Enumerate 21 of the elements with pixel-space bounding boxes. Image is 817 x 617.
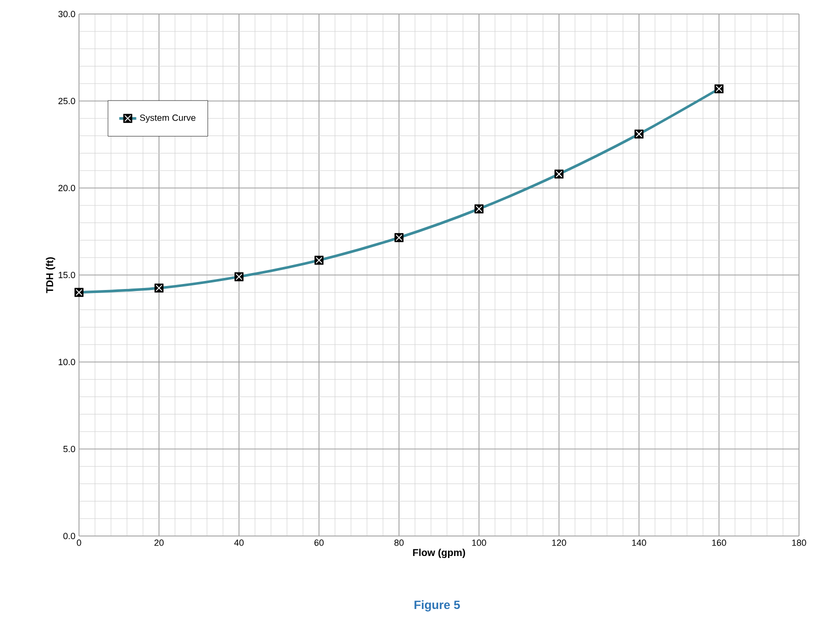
y-tick-label: 5.0	[63, 446, 76, 452]
y-tick-label: 30.0	[58, 10, 76, 18]
y-tick-label: 0.0	[63, 532, 76, 540]
y-tick-label: 25.0	[58, 98, 76, 104]
x-tick-label: 100	[472, 540, 486, 546]
x-tick-label: 160	[712, 540, 726, 546]
x-tick-label: 0	[76, 540, 82, 546]
x-tick-label: 60	[314, 540, 324, 546]
y-axis-title: TDH (ft)	[46, 257, 56, 294]
y-tick-label: 10.0	[58, 358, 76, 366]
x-tick-label: 80	[394, 540, 404, 546]
legend-label: System Curve	[140, 114, 196, 123]
x-axis-title: Flow (gpm)	[413, 548, 466, 558]
x-tick-label: 20	[154, 540, 164, 546]
y-tick-label: 20.0	[58, 184, 76, 192]
x-tick-label: 180	[792, 540, 806, 546]
x-tick-label: 40	[234, 540, 244, 546]
caption: Figure 5	[414, 600, 460, 612]
x-tick-label: 120	[552, 540, 566, 546]
x-tick-label: 140	[632, 540, 646, 546]
y-tick-label: 15.0	[58, 272, 76, 278]
